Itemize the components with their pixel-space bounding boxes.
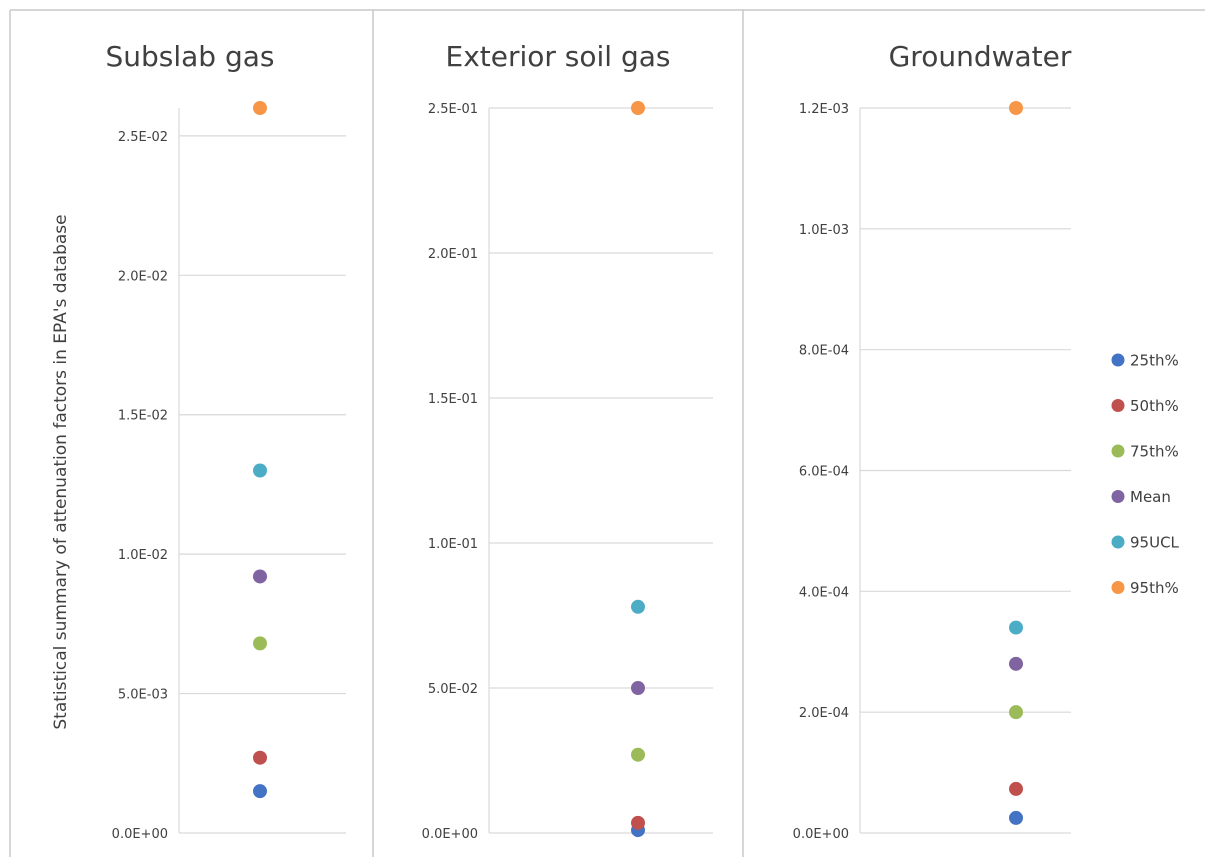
panel-title-groundwater: Groundwater bbox=[889, 40, 1072, 73]
data-point-mean bbox=[631, 681, 645, 695]
legend-label: 25th% bbox=[1130, 352, 1179, 370]
legend-marker bbox=[1111, 353, 1125, 367]
data-point-75th- bbox=[631, 747, 645, 762]
data-point-50th- bbox=[631, 815, 645, 830]
tick-label-groundwater: 2.0E-04 bbox=[799, 706, 849, 721]
legend-marker bbox=[1111, 535, 1125, 549]
tick-label-groundwater: 0.0E+00 bbox=[793, 827, 849, 842]
legend: 25th% 50th% 75th% Mean 95UCL 95th% bbox=[1111, 352, 1180, 597]
data-point-95th- bbox=[631, 101, 645, 115]
data-point-25th- bbox=[253, 784, 267, 799]
legend-item: 95th% bbox=[1111, 579, 1179, 597]
data-point-50th- bbox=[253, 750, 267, 765]
legend-item: 95UCL bbox=[1111, 534, 1180, 552]
legend-marker bbox=[1111, 399, 1125, 412]
tick-label-subslab: 0.0E+00 bbox=[112, 827, 168, 842]
tick-label-subslab: 2.0E-02 bbox=[118, 269, 168, 284]
data-point-95ucl bbox=[631, 599, 645, 614]
tick-label-subslab: 1.5E-02 bbox=[118, 409, 168, 424]
data-point-95th- bbox=[253, 101, 267, 115]
legend-label: Mean bbox=[1130, 488, 1171, 506]
tick-label-groundwater: 1.2E-03 bbox=[799, 102, 849, 117]
tick-label-groundwater: 1.0E-03 bbox=[799, 223, 849, 238]
tick-label-subslab: 2.5E-02 bbox=[118, 130, 168, 145]
tick-label-groundwater: 4.0E-04 bbox=[799, 585, 849, 600]
data-point-75th- bbox=[253, 636, 267, 651]
legend-item: 50th% bbox=[1111, 397, 1179, 415]
data-point-50th- bbox=[1009, 781, 1023, 796]
tick-label-exterior-soil: 2.0E-01 bbox=[428, 247, 478, 262]
legend-marker bbox=[1111, 581, 1125, 594]
data-point-mean bbox=[1009, 656, 1023, 671]
tick-label-exterior-soil: 1.5E-01 bbox=[428, 392, 478, 407]
legend-item: Mean bbox=[1111, 488, 1171, 506]
tick-label-exterior-soil: 5.0E-02 bbox=[428, 682, 478, 697]
legend-marker bbox=[1111, 444, 1125, 458]
panel-groundwater: 0.0E+00 2.0E-04 4.0E-04 6.0E-04 8.0E-04 1.0E-… bbox=[793, 101, 1071, 842]
panel-exterior-soil: 0.0E+00 5.0E-02 1.0E-01 1.5E-01 2.0E-01 2.5E-… bbox=[422, 101, 713, 842]
data-point-mean bbox=[253, 569, 267, 584]
tick-label-exterior-soil: 2.5E-01 bbox=[428, 102, 478, 117]
legend-label: 50th% bbox=[1130, 397, 1179, 415]
legend-item: 75th% bbox=[1111, 443, 1179, 461]
data-point-95ucl bbox=[1009, 620, 1023, 635]
legend-label: 95UCL bbox=[1130, 534, 1180, 552]
tick-label-exterior-soil: 1.0E-01 bbox=[428, 537, 478, 552]
tick-label-groundwater: 8.0E-04 bbox=[799, 344, 849, 359]
data-point-25th- bbox=[1009, 810, 1023, 825]
tick-label-subslab: 5.0E-03 bbox=[118, 688, 168, 703]
tick-label-subslab: 1.0E-02 bbox=[118, 548, 168, 563]
legend-item: 25th% bbox=[1111, 352, 1179, 370]
data-point-95th- bbox=[1009, 101, 1023, 115]
tick-label-groundwater: 6.0E-04 bbox=[799, 465, 849, 480]
legend-marker bbox=[1111, 490, 1125, 503]
panel-title-subslab: Subslab gas bbox=[105, 40, 274, 73]
panel-subslab: 0.0E+00 5.0E-03 1.0E-02 1.5E-02 2.0E-02 2.5E-… bbox=[112, 101, 346, 842]
tick-label-exterior-soil: 0.0E+00 bbox=[422, 827, 478, 842]
panel-title-exterior-soil: Exterior soil gas bbox=[446, 40, 671, 73]
legend-label: 95th% bbox=[1130, 579, 1179, 597]
y-axis-label: Statistical summary of attenuation facto… bbox=[51, 214, 71, 729]
legend-label: 75th% bbox=[1130, 443, 1179, 461]
data-point-95ucl bbox=[253, 463, 267, 478]
data-point-75th- bbox=[1009, 705, 1023, 720]
